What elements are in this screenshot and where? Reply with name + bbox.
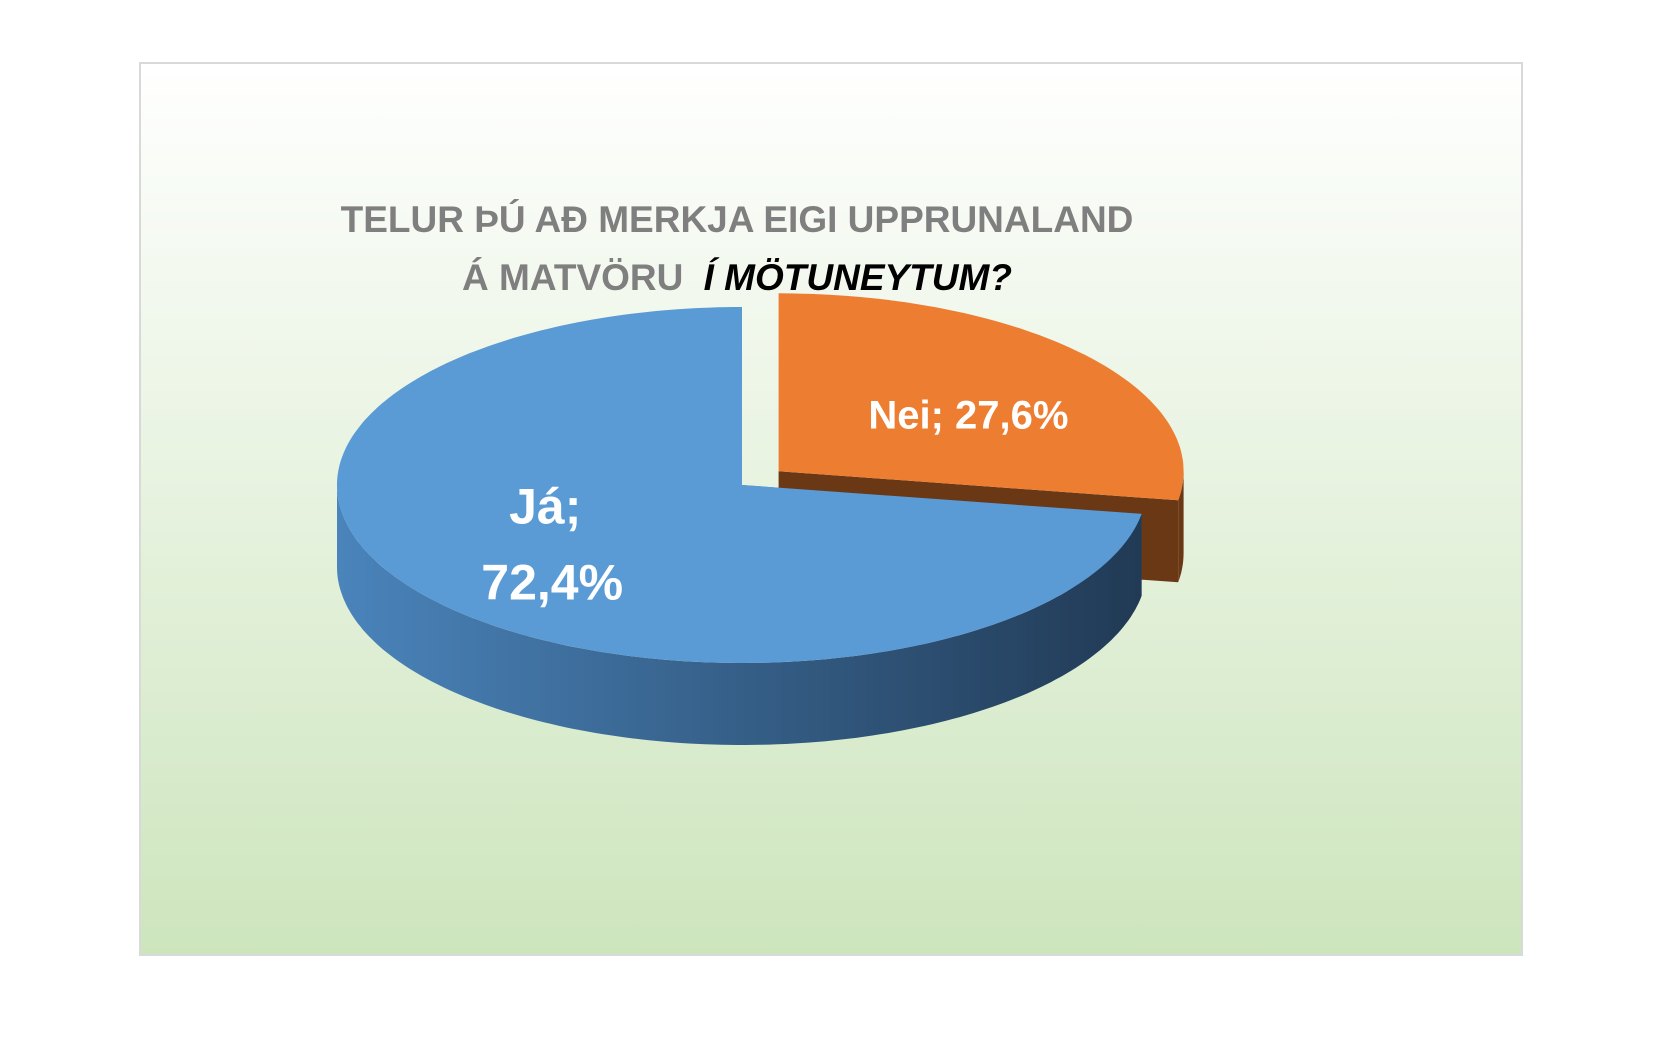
data-label: Nei; 27,6%: [868, 394, 1068, 438]
slice: [337, 307, 1142, 663]
chart-title-emphasis: Í MÖTUNEYTUM?: [704, 257, 1012, 298]
chart-title: TELUR ÞÚ AÐ MERKJA EIGI UPPRUNALAND: [341, 198, 1134, 240]
data-label: Já; 72,4%: [481, 479, 623, 611]
slice-wall: [1178, 471, 1184, 583]
data-label-line: 72,4%: [481, 555, 623, 611]
slice-wall: [337, 485, 1142, 745]
chart-title-line: Á MATVÖRU Í MÖTUNEYTUM?: [462, 257, 1012, 298]
data-label-line: Já;: [509, 479, 595, 535]
slice: [778, 293, 1184, 501]
pie: Nei; 27,6% Já; 72,4%: [337, 293, 1184, 745]
chart-title-part: Á MATVÖRU: [462, 257, 683, 298]
